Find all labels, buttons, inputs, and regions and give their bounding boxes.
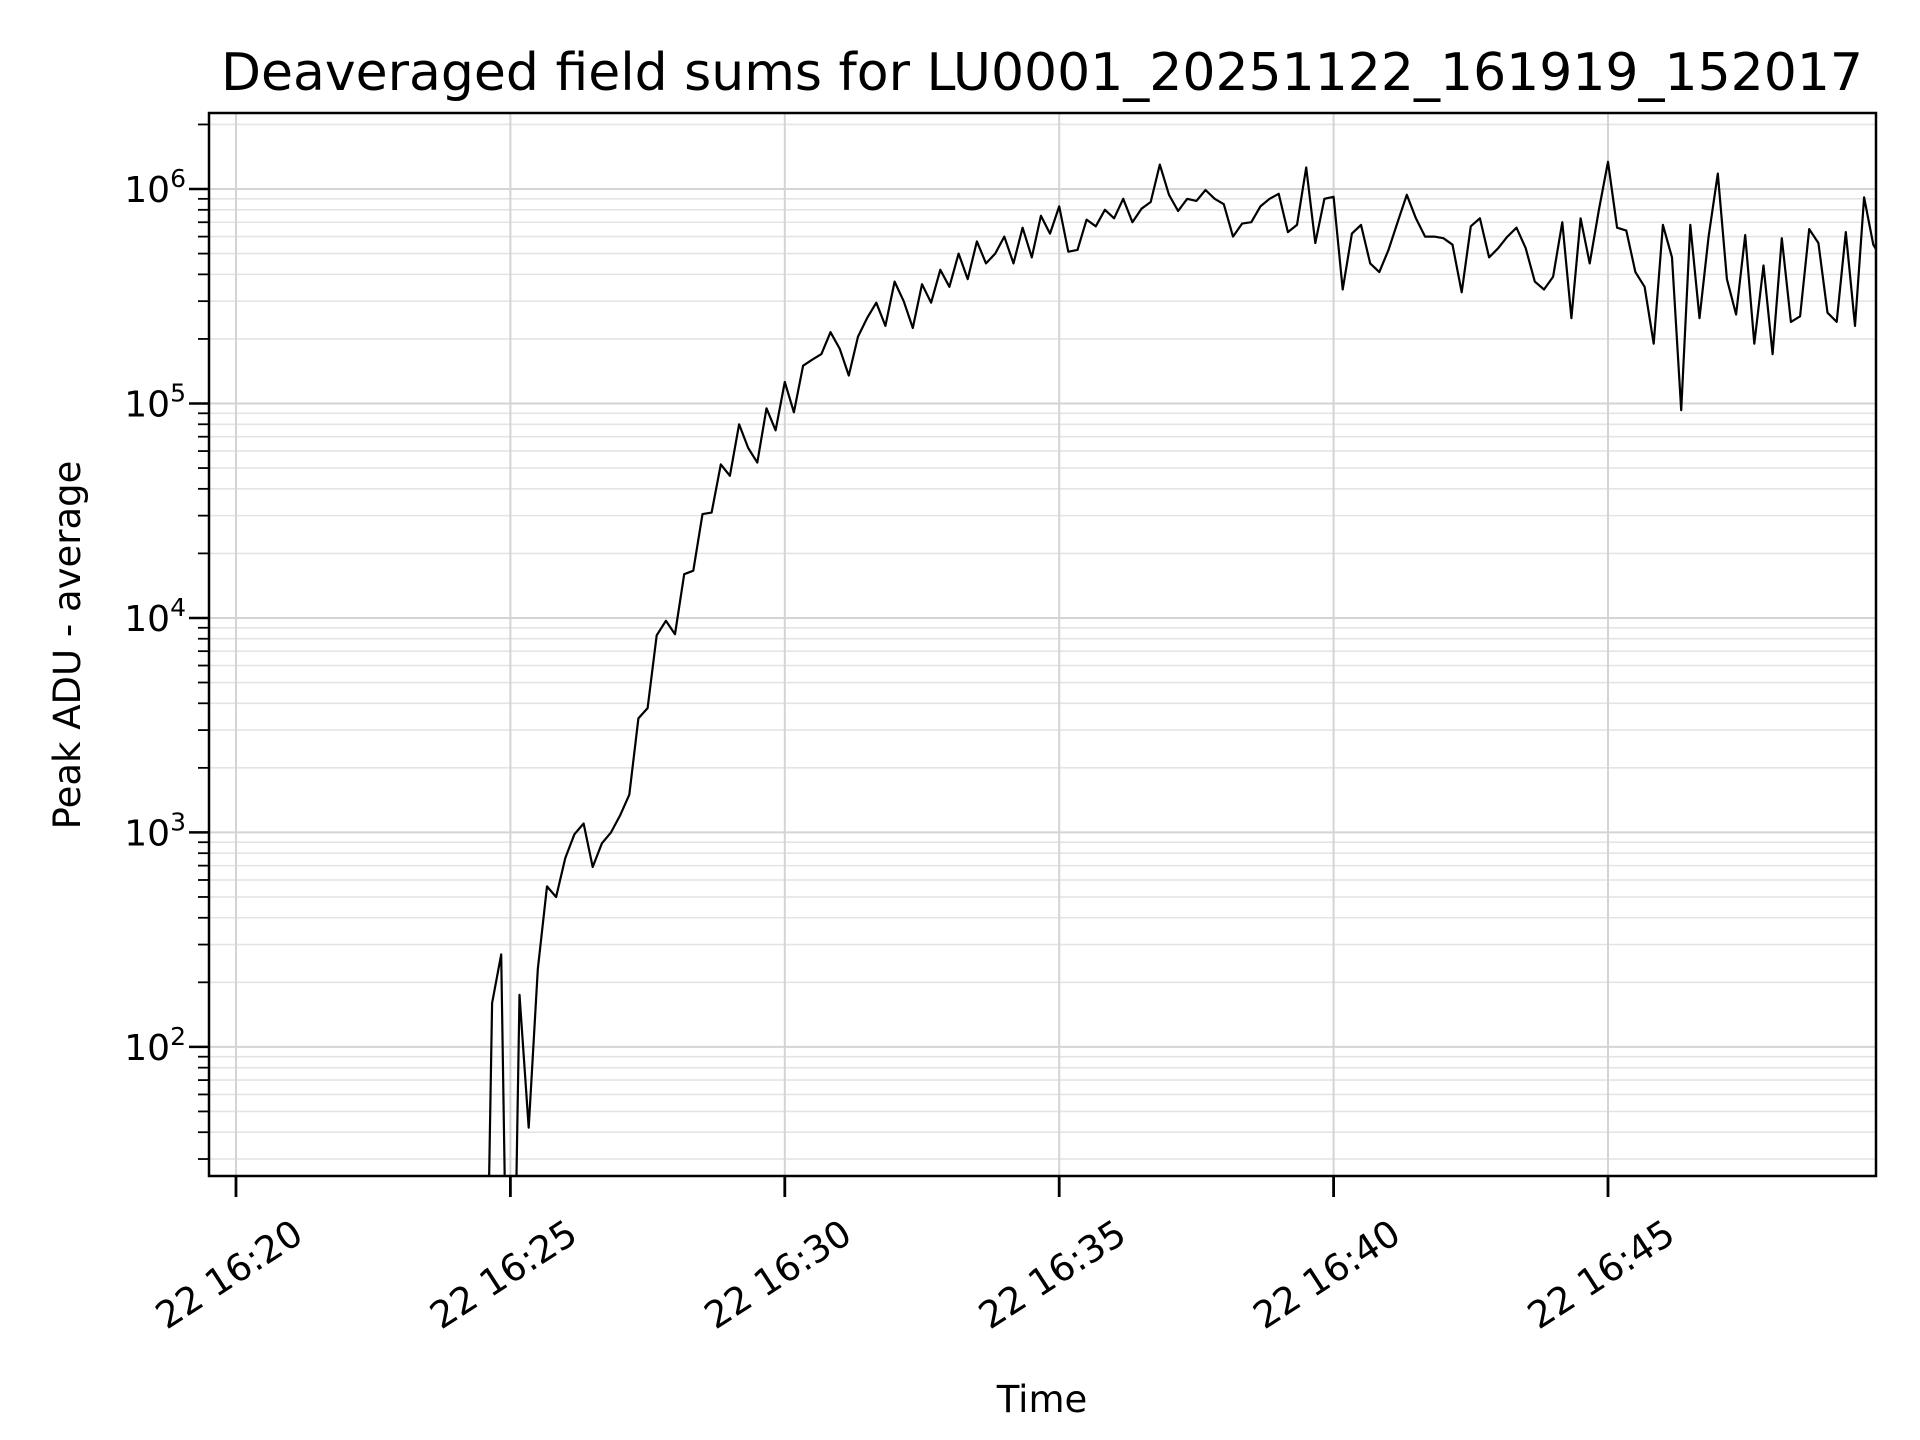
y-tick-marks [189, 123, 209, 1160]
grid-major [209, 113, 1876, 1176]
y-tick-label: 104 [124, 593, 186, 640]
x-tick-labels: 22 16:20 22 16:25 22 16:30 22 16:35 22 16:40… [148, 1211, 1682, 1337]
data-series [488, 160, 1876, 1176]
x-tick-label: 22 16:45 [1520, 1211, 1682, 1337]
x-tick-label: 22 16:40 [1246, 1211, 1408, 1337]
x-tick-label: 22 16:20 [148, 1211, 310, 1337]
y-tick-label: 106 [124, 164, 186, 211]
y-tick-labels: 102 103 104 105 106 [124, 164, 186, 1069]
y-axis-title: Peak ADU - average [46, 461, 89, 830]
plot-area-border [207, 111, 1878, 1178]
x-tick-label: 22 16:30 [697, 1211, 859, 1337]
grid-minor [209, 123, 1876, 1160]
y-tick-label: 102 [124, 1022, 186, 1069]
data-line [488, 160, 1876, 1176]
chart-title: Deaveraged field sums for LU0001_2025112… [221, 43, 1863, 103]
x-tick-label: 22 16:35 [971, 1211, 1133, 1337]
x-tick-marks [234, 1176, 1610, 1197]
x-axis-title: Time [996, 1378, 1088, 1421]
y-tick-label: 103 [124, 807, 186, 854]
x-tick-label: 22 16:25 [422, 1211, 584, 1337]
y-tick-label: 105 [124, 378, 186, 425]
